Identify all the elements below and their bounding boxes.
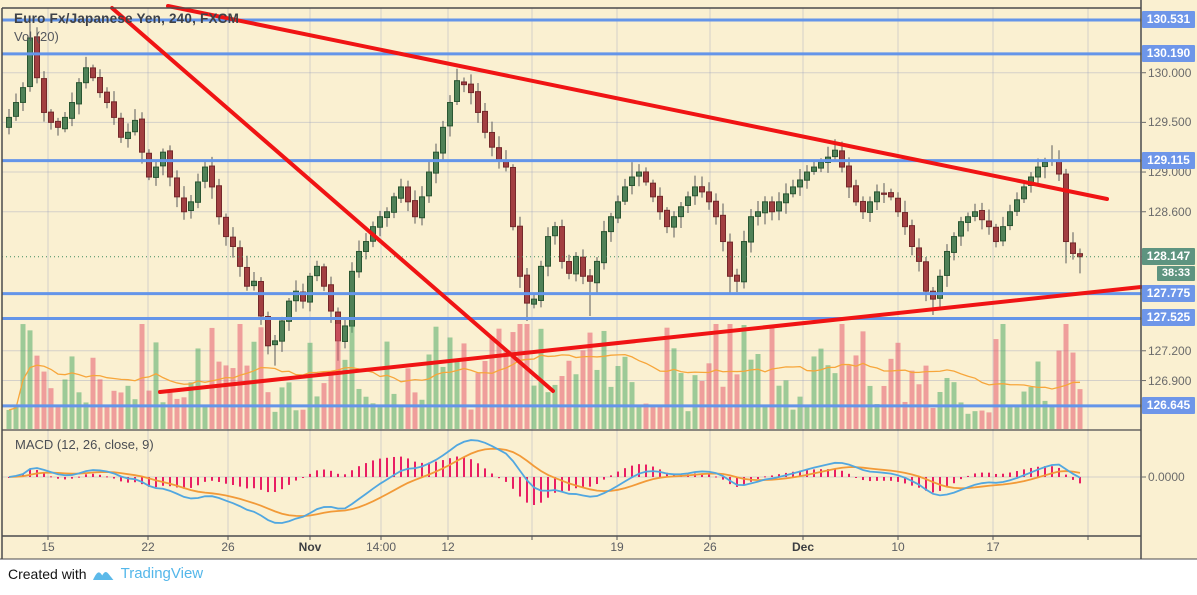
price-level-badge: 127.775 xyxy=(1142,284,1195,302)
macd-zero-label: 0.0000 xyxy=(1148,470,1185,484)
watermark-text: Created with xyxy=(8,565,87,582)
time-label: 15 xyxy=(41,540,55,554)
symbol-title[interactable]: Euro Fx/Japanese Yen, 240, FXCM xyxy=(14,11,240,26)
price-level-badge: 130.190 xyxy=(1142,44,1195,62)
time-label: 10 xyxy=(891,540,905,554)
price-level-badge: 126.645 xyxy=(1142,396,1195,414)
price-label: 128.600 xyxy=(1148,204,1192,219)
price-level-badge: 127.525 xyxy=(1142,309,1195,327)
tradingview-logo-icon xyxy=(92,572,113,580)
price-label: 129.500 xyxy=(1148,115,1192,130)
time-label: 17 xyxy=(986,540,1000,554)
time-label: Nov xyxy=(298,540,322,554)
price-level-badge: 129.115 xyxy=(1142,151,1195,169)
time-label: 26 xyxy=(221,540,235,554)
time-label: 19 xyxy=(610,540,624,554)
time-label: Dec xyxy=(791,540,814,554)
price-label: 130.000 xyxy=(1148,65,1192,80)
price-level-badge: 130.531 xyxy=(1142,11,1195,28)
tradingview-link[interactable]: TradingView xyxy=(120,565,204,582)
price-label: 126.900 xyxy=(1148,373,1192,388)
countdown-badge: 38:33 xyxy=(1157,265,1195,281)
volume-legend[interactable]: Vol (20) xyxy=(14,29,59,44)
last-price-badge: 128.147 xyxy=(1142,247,1195,265)
price-label: 127.200 xyxy=(1148,343,1192,358)
time-label: 14:00 xyxy=(365,540,397,554)
time-label: 26 xyxy=(703,540,717,554)
time-label: 12 xyxy=(441,540,455,554)
chart-legend: Euro Fx/Japanese Yen, 240, FXCM Vol (20) xyxy=(14,11,239,44)
macd-legend[interactable]: MACD (12, 26, close, 9) xyxy=(15,437,154,452)
time-label: 22 xyxy=(141,540,155,554)
watermark: Created with TradingView xyxy=(8,565,203,582)
